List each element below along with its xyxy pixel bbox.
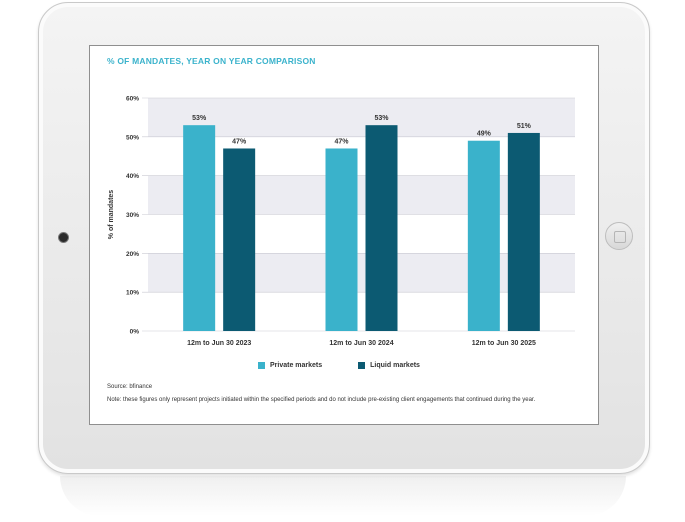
bar [223,148,256,331]
data-label: 53% [374,115,389,122]
data-label: 53% [192,115,207,122]
y-tick-label: 30% [126,212,139,219]
x-tick-label: 12m to Jun 30 2023 [187,340,251,347]
grid-band [148,253,575,293]
data-label: 47% [334,138,349,145]
grid-band [148,175,575,215]
legend-item-liquid-markets: Liquid markets [358,362,420,369]
note-text: Note: these figures only represent proje… [107,397,536,403]
bar [365,125,398,331]
legend-label-liquid-markets: Liquid markets [370,362,420,369]
data-label: 47% [232,138,247,145]
y-tick-label: 40% [126,173,139,180]
home-button[interactable] [605,222,633,250]
y-tick-label: 50% [126,134,139,141]
x-tick-label: 12m to Jun 30 2024 [329,340,393,347]
home-square-icon [614,231,626,243]
y-tick-label: 0% [130,329,140,336]
tablet-screen: % OF MANDATES, YEAR ON YEAR COMPARISON 0… [89,45,599,425]
y-tick-label: 10% [126,290,139,297]
chart-legend: Private markets Liquid markets [258,362,420,369]
tablet-reflection [60,476,626,516]
data-label: 49% [477,131,492,138]
x-tick-label: 12m to Jun 30 2025 [472,340,536,347]
bar [507,132,540,331]
bar [183,125,216,331]
y-tick-label: 60% [126,96,139,103]
legend-item-private-markets: Private markets [258,362,322,369]
y-tick-label: 20% [126,251,139,258]
y-axis-label: % of mandates [108,190,115,240]
legend-label-private-markets: Private markets [270,362,323,369]
data-label: 51% [517,123,532,130]
bar [325,148,358,331]
chart-title: % OF MANDATES, YEAR ON YEAR COMPARISON [107,56,316,66]
grid-band [148,98,575,137]
source-text: Source: bfinance [107,384,153,390]
bar-chart: 0% 10% 20% 30% 40% 50% 60% % of mandates 53% 47% 1… [108,96,575,347]
legend-swatch-liquid-markets [358,362,366,369]
legend-swatch-private-markets [258,362,265,369]
bar [467,140,500,331]
camera-icon [58,232,69,243]
